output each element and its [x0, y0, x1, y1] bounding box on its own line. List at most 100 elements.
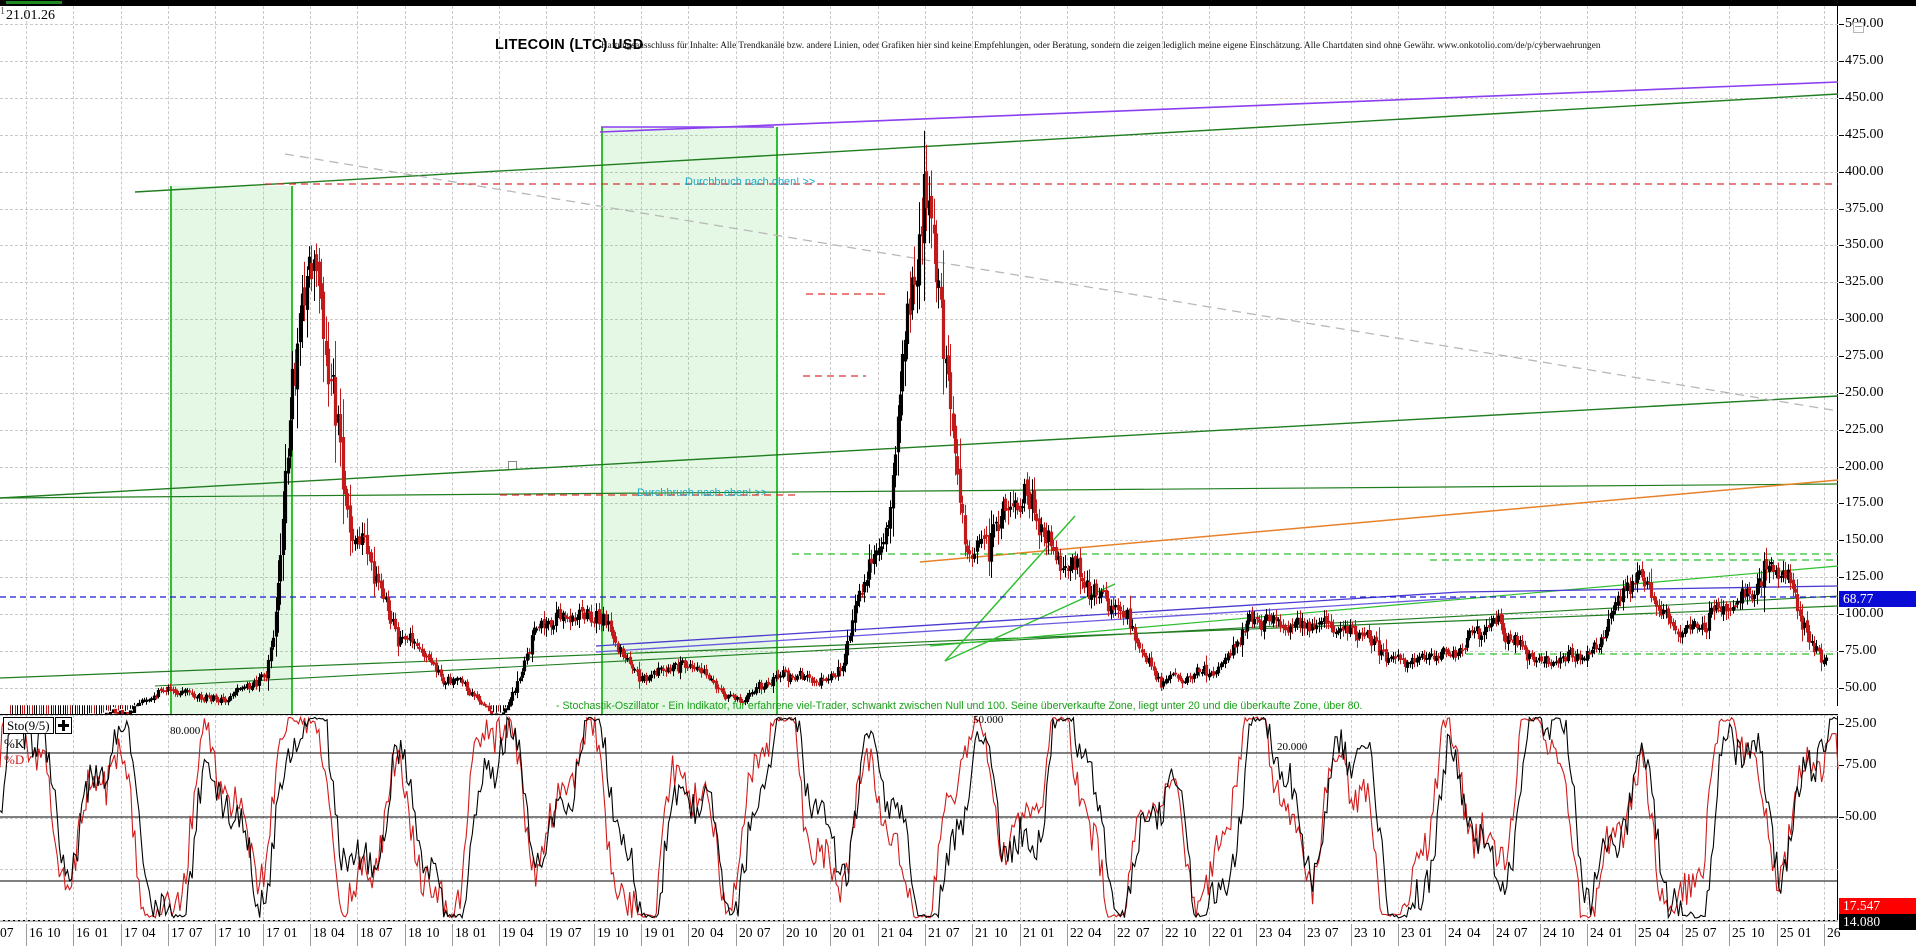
gridline-h: [0, 61, 1838, 63]
gridline-v: [499, 6, 500, 706]
stochastic-indicator-plot[interactable]: [0, 714, 1839, 921]
date-tick-label-month: 01: [1609, 925, 1623, 940]
gridline-v: [168, 6, 169, 706]
window-top-strip: [0, 0, 1916, 6]
indicator-tick: [1839, 765, 1844, 767]
date-tick-label-year: 19: [644, 925, 658, 940]
price-series-overlay: [0, 81, 1839, 727]
date-tick-label-month: 07: [946, 925, 960, 940]
date-tick: [925, 924, 926, 946]
gridline-v: [1635, 6, 1636, 706]
date-tick-label-month: 04: [142, 925, 156, 940]
date-tick-label-month: 10: [1372, 925, 1386, 940]
price-tick-label: 250.00: [1845, 384, 1884, 400]
date-axis[interactable]: 07 16 10 16 01 17 04 17 07 17 10 17 01 18 04 18 07 18 10 18…: [0, 921, 1841, 948]
main-price-plot[interactable]: 21.01.26 LITECOIN (LTC) USD Haftungsauss…: [0, 6, 1839, 727]
date-tick-label-year: 23: [1259, 925, 1273, 940]
date-tick-label-month: 07: [1703, 925, 1717, 940]
gridline-h: [0, 577, 1838, 579]
date-tick: [1729, 924, 1730, 946]
date-tick-label-month: 01: [473, 925, 487, 940]
date-tick-label-year: 19: [597, 925, 611, 940]
gridline-v: [736, 6, 737, 706]
expand-icon[interactable]: [55, 717, 72, 734]
date-tick: [1114, 924, 1115, 946]
gridline-h: [0, 466, 1838, 468]
indicator-name-box[interactable]: Sto(9/5): [3, 717, 54, 734]
date-tick: [1493, 924, 1494, 946]
date-tick-label-year: 20: [833, 925, 847, 940]
gridline-h: [0, 319, 1838, 321]
date-tick-label-year: 21: [928, 925, 942, 940]
price-tick-label: 475.00: [1845, 53, 1884, 69]
price-axis[interactable]: 500.00 475.00 450.00 425.00 400.00 375.00 350.…: [1839, 6, 1916, 930]
gridline-v: [452, 6, 453, 706]
date-tick-label-year: 19: [549, 925, 563, 940]
price-tick-label: 325.00: [1845, 274, 1884, 290]
date-tick: [310, 924, 311, 946]
gridline-v: [1493, 6, 1494, 706]
price-tick: [1839, 356, 1844, 357]
gridline-v: [1729, 6, 1730, 706]
date-tick-label-year: 24: [1590, 925, 1604, 940]
scale-marker-label: 1: [0, 6, 5, 17]
gridline-v: [594, 6, 595, 706]
gridline-v: [878, 6, 879, 706]
date-tick-label-month: 10: [426, 925, 440, 940]
date-tick: [1824, 924, 1825, 946]
gridline-h: [0, 171, 1838, 173]
price-tick-label: 50.00: [1845, 679, 1877, 695]
gridline-v: [1777, 6, 1778, 706]
date-tick: [1162, 924, 1163, 946]
gridline-h: [0, 98, 1838, 100]
date-tick-label-month: 01: [284, 925, 298, 940]
gridline-v: [1824, 6, 1825, 706]
price-tick: [1839, 134, 1844, 136]
gridline-h: [0, 392, 1838, 394]
disclaimer-text: Haftungsausschluss für Inhalte: Alle Tre…: [601, 40, 1601, 50]
date-tick-label-month: 10: [804, 925, 818, 940]
price-tick: [1839, 466, 1844, 468]
date-tick-label-year: 17: [124, 925, 138, 940]
gridline-v: [925, 6, 926, 706]
collapse-icon[interactable]: [1853, 22, 1864, 33]
gridline-h: [0, 650, 1838, 652]
date-tick-label-year: 26: [1827, 925, 1841, 940]
indicator-gridline-h: [0, 715, 1838, 716]
gridline-v: [1445, 6, 1446, 706]
date-tick: [263, 924, 264, 946]
date-tick-label-year: 24: [1496, 925, 1510, 940]
date-tick-label-year: 23: [1307, 925, 1321, 940]
date-tick-label-year: 22: [1070, 925, 1084, 940]
price-tick-label: 425.00: [1845, 126, 1884, 142]
gridline-h: [0, 24, 1838, 26]
gridline-v: [641, 6, 642, 706]
gridline-v: [73, 6, 74, 706]
price-tick-label: 375.00: [1845, 200, 1884, 216]
date-tick-label-year: 17: [171, 925, 185, 940]
date-tick-label-month: 04: [520, 925, 534, 940]
date-tick: [830, 924, 831, 946]
price-tick-label: 450.00: [1845, 90, 1884, 106]
gridline-v: [121, 6, 122, 706]
price-tick: [1839, 687, 1844, 689]
date-tick-label-year: 22: [1117, 925, 1131, 940]
gridline-h: [0, 503, 1838, 505]
price-tick-label: 75.00: [1845, 642, 1877, 658]
top-strip-accent: [6, 1, 62, 4]
price-tick-label: 300.00: [1845, 311, 1884, 327]
date-tick: [783, 924, 784, 946]
date-tick-label-month: 01: [662, 925, 676, 940]
date-tick-label-month: 04: [1656, 925, 1670, 940]
gridline-h: [0, 134, 1838, 136]
date-tick-label-month: 04: [899, 925, 913, 940]
date-tick: [1587, 924, 1588, 946]
date-tick-label-month: 07: [568, 925, 582, 940]
date-tick: [405, 924, 406, 946]
date-tick-label-month: 01: [1041, 925, 1055, 940]
date-tick-label-year: 18: [360, 925, 374, 940]
gridline-v: [1304, 6, 1305, 706]
gridline-h: [0, 540, 1838, 542]
price-tick: [1839, 171, 1844, 173]
